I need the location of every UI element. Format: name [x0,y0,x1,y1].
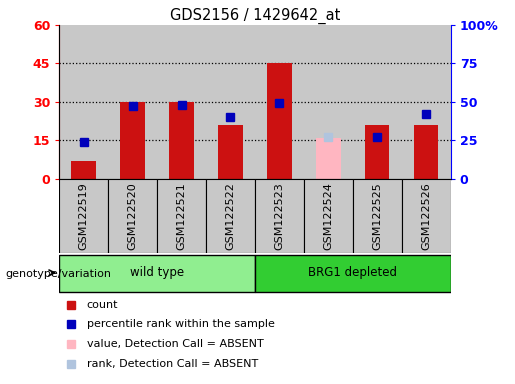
Text: wild type: wild type [130,266,184,279]
Bar [316,137,340,179]
Text: GSM122525: GSM122525 [372,182,382,250]
Bar [206,179,255,253]
Bar [255,255,451,292]
Text: GSM122520: GSM122520 [128,182,138,250]
Bar [353,25,402,179]
Bar [59,25,108,179]
Text: GSM122522: GSM122522 [226,182,235,250]
Bar [72,161,96,179]
Bar [402,179,451,253]
Bar [59,179,108,253]
Text: GSM122524: GSM122524 [323,182,333,250]
Bar [255,179,304,253]
Bar [218,125,243,179]
Text: percentile rank within the sample: percentile rank within the sample [87,319,274,329]
Text: value, Detection Call = ABSENT: value, Detection Call = ABSENT [87,339,263,349]
Bar [304,179,353,253]
Bar [108,25,157,179]
Bar [414,125,438,179]
Text: GSM122521: GSM122521 [177,182,186,250]
Bar [108,179,157,253]
Text: GSM122523: GSM122523 [274,182,284,250]
Bar [169,102,194,179]
Bar [59,255,255,292]
Text: GSM122526: GSM122526 [421,182,431,250]
Bar [255,25,304,179]
Text: rank, Detection Call = ABSENT: rank, Detection Call = ABSENT [87,359,258,369]
Title: GDS2156 / 1429642_at: GDS2156 / 1429642_at [170,7,340,23]
Text: genotype/variation: genotype/variation [5,268,111,279]
Bar [206,25,255,179]
Bar [353,179,402,253]
Text: count: count [87,300,118,310]
Bar [304,25,353,179]
Bar [121,102,145,179]
Bar [157,179,206,253]
Bar [267,63,291,179]
Text: GSM122519: GSM122519 [79,182,89,250]
Bar [365,125,389,179]
Bar [402,25,451,179]
Bar [157,25,206,179]
Text: BRG1 depleted: BRG1 depleted [308,266,397,279]
